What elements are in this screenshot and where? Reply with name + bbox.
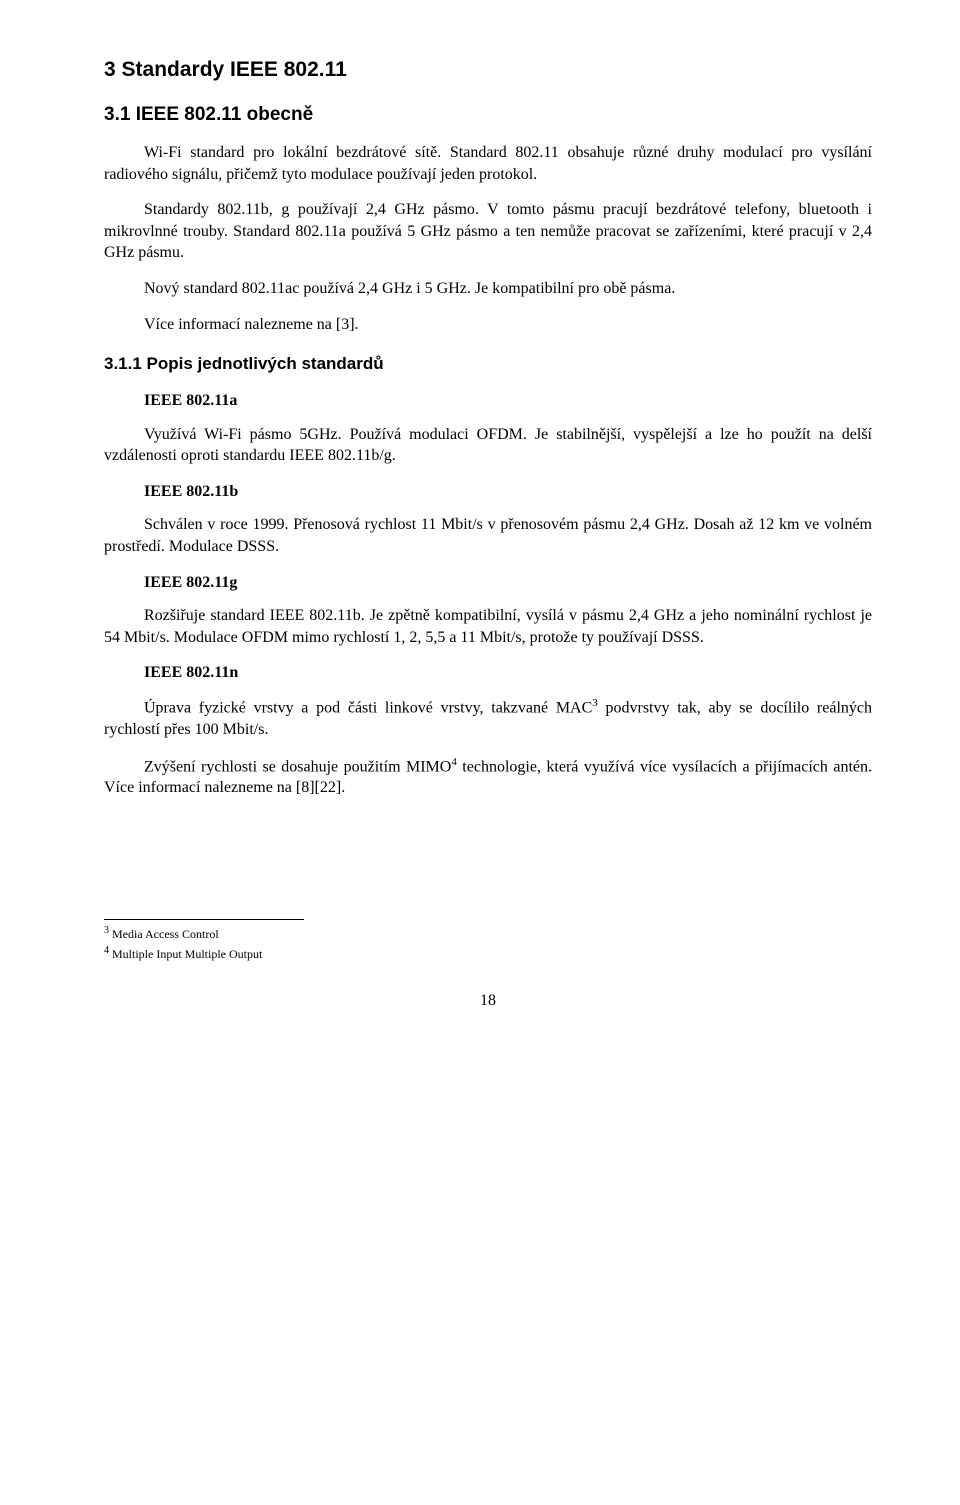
sub-heading: IEEE 802.11a	[144, 390, 872, 412]
paragraph: Wi-Fi standard pro lokální bezdrátové sí…	[104, 142, 872, 185]
footnote-separator	[104, 919, 304, 920]
paragraph: Zvýšení rychlosti se dosahuje použitím M…	[104, 755, 872, 800]
heading-2: 3.1 IEEE 802.11 obecně	[104, 102, 872, 128]
paragraph: Nový standard 802.11ac používá 2,4 GHz i…	[104, 278, 872, 300]
footnote: 4 Multiple Input Multiple Output	[104, 944, 872, 962]
heading-1: 3 Standardy IEEE 802.11	[104, 56, 872, 84]
heading-3: 3.1.1 Popis jednotlivých standardů	[104, 353, 872, 376]
paragraph: Využívá Wi-Fi pásmo 5GHz. Používá modula…	[104, 424, 872, 467]
text-run: Zvýšení rychlosti se dosahuje použitím M…	[144, 758, 451, 775]
paragraph: Schválen v roce 1999. Přenosová rychlost…	[104, 514, 872, 557]
paragraph: Úprava fyzické vrstvy a pod části linkov…	[104, 696, 872, 741]
sub-heading: IEEE 802.11n	[144, 662, 872, 684]
footnote: 3 Media Access Control	[104, 924, 872, 942]
paragraph: Více informací nalezneme na [3].	[104, 314, 872, 336]
footnote-text: Media Access Control	[109, 927, 219, 941]
page-number: 18	[104, 990, 872, 1012]
paragraph: Standardy 802.11b, g používají 2,4 GHz p…	[104, 199, 872, 264]
text-run: Úprava fyzické vrstvy a pod části linkov…	[144, 699, 592, 716]
sub-heading: IEEE 802.11g	[144, 572, 872, 594]
paragraph: Rozšiřuje standard IEEE 802.11b. Je zpět…	[104, 605, 872, 648]
sub-heading: IEEE 802.11b	[144, 481, 872, 503]
footnote-text: Multiple Input Multiple Output	[109, 947, 262, 961]
